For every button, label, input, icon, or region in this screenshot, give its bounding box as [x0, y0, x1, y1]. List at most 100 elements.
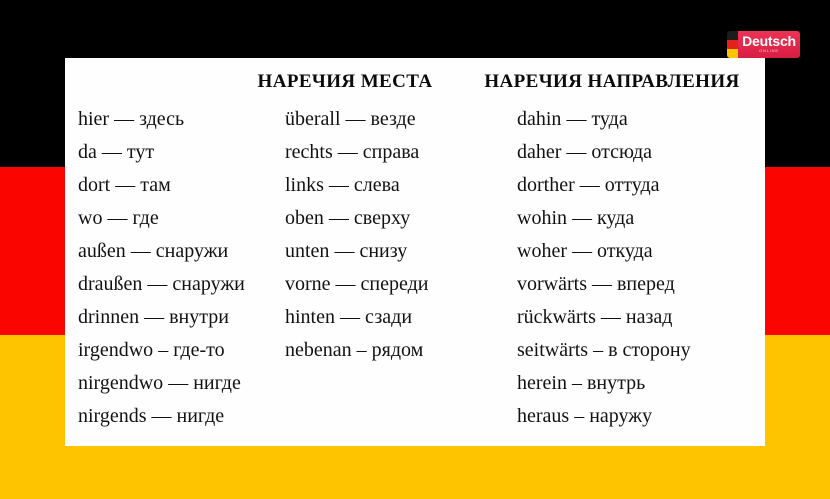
russian-translation: там: [140, 174, 171, 196]
direction-entry: seitwärts – в сторону: [517, 334, 691, 367]
german-word: vorwärts: [517, 273, 587, 295]
separator-dash: —: [574, 174, 605, 196]
russian-translation: внутрь: [586, 372, 646, 394]
place-left-entry: nirgends — нигде: [78, 400, 245, 433]
russian-translation: справа: [362, 141, 420, 163]
russian-translation: снаружи: [172, 273, 245, 295]
separator-dash: —: [567, 207, 597, 229]
russian-translation: отсюда: [591, 141, 652, 163]
separator-dash: —: [96, 141, 127, 163]
separator-dash: —: [561, 141, 592, 163]
german-word: woher: [517, 240, 567, 262]
russian-translation: рядом: [371, 339, 424, 361]
german-word: unten: [285, 240, 330, 262]
german-word: überall: [285, 108, 341, 130]
place-right-entry: rechts — справа: [285, 136, 429, 169]
german-word: herein: [517, 372, 567, 394]
direction-entry: daher — отсюда: [517, 136, 691, 169]
german-word: links: [285, 174, 324, 196]
place-right-entry: hinten — сзади: [285, 301, 429, 334]
german-word: drinnen: [78, 306, 140, 328]
separator-dash: –: [351, 339, 372, 361]
separator-dash: —: [329, 240, 360, 262]
place-right-entry: vorne — спереди: [285, 268, 429, 301]
russian-translation: снизу: [359, 240, 408, 262]
russian-translation: нигде: [176, 405, 225, 427]
russian-translation: где-то: [173, 339, 225, 361]
separator-dash: —: [586, 273, 617, 295]
russian-translation: нигде: [193, 372, 241, 394]
russian-translation: слева: [353, 174, 400, 196]
separator-dash: —: [566, 240, 597, 262]
russian-translation: везде: [370, 108, 416, 130]
german-word: daher: [517, 141, 562, 163]
russian-translation: внутри: [169, 306, 229, 328]
separator-dash: —: [340, 108, 371, 130]
place-left-entry: da — тут: [78, 136, 245, 169]
place-left-entry: hier — здесь: [78, 103, 245, 136]
german-word: nirgends: [78, 405, 147, 427]
german-word: vorne: [285, 273, 331, 295]
separator-dash: —: [139, 306, 170, 328]
russian-translation: снаружи: [155, 240, 229, 262]
russian-translation: где: [132, 207, 159, 229]
place-right-entry: oben — сверху: [285, 202, 429, 235]
column-place-left: hier — здесь da — тут dort — там wo — где au…: [78, 103, 245, 433]
german-word: draußen: [78, 273, 143, 295]
separator-dash: —: [146, 405, 177, 427]
direction-entry: dorther — оттуда: [517, 169, 691, 202]
content-card: НАРЕЧИЯ МЕСТА НАРЕЧИЯ НАПРАВЛЕНИЯ hier —…: [65, 58, 765, 446]
russian-translation: оттуда: [604, 174, 660, 196]
column-direction: dahin — туда daher — отсюда dorther — отту…: [517, 103, 691, 433]
place-right-entry: nebenan – рядом: [285, 334, 429, 367]
german-flag-icon: [727, 31, 738, 58]
russian-translation: сверху: [353, 207, 411, 229]
separator-dash: —: [102, 207, 133, 229]
separator-dash: —: [332, 141, 363, 163]
german-word: wohin: [517, 207, 567, 229]
separator-dash: —: [125, 240, 156, 262]
german-word: dahin: [517, 108, 562, 130]
german-word: hinten: [285, 306, 335, 328]
deutsch-online-logo: Deutsch ONLINE: [727, 31, 800, 58]
heading-adverbs-of-direction: НАРЕЧИЯ НАПРАВЛЕНИЯ: [484, 71, 740, 92]
russian-translation: туда: [591, 108, 628, 130]
separator-dash: —: [323, 207, 354, 229]
place-left-entry: dort — там: [78, 169, 245, 202]
separator-dash: –: [153, 339, 174, 361]
german-word: dort: [78, 174, 111, 196]
german-word: irgendwo: [78, 339, 154, 361]
german-word: seitwärts: [517, 339, 589, 361]
place-left-entry: außen — снаружи: [78, 235, 245, 268]
german-word: wo: [78, 207, 103, 229]
column-place-right: überall — везде rechts — справа links — сл…: [285, 103, 429, 367]
place-right-entry: unten — снизу: [285, 235, 429, 268]
heading-adverbs-of-place: НАРЕЧИЯ МЕСТА: [257, 71, 433, 92]
logo-wordmark: Deutsch: [742, 33, 796, 49]
direction-entry: wohin — куда: [517, 202, 691, 235]
russian-translation: тут: [126, 141, 155, 163]
german-word: nebenan: [285, 339, 352, 361]
separator-dash: —: [595, 306, 626, 328]
separator-dash: —: [330, 273, 361, 295]
german-word: rückwärts: [517, 306, 596, 328]
separator-dash: —: [561, 108, 592, 130]
place-right-entry: überall — везде: [285, 103, 429, 136]
russian-translation: куда: [597, 207, 635, 229]
separator-dash: –: [569, 405, 590, 427]
separator-dash: –: [566, 372, 587, 394]
russian-translation: здесь: [139, 108, 185, 130]
direction-entry: heraus – наружу: [517, 400, 691, 433]
direction-entry: herein – внутрь: [517, 367, 691, 400]
separator-dash: —: [110, 174, 141, 196]
russian-translation: назад: [625, 306, 673, 328]
russian-translation: спереди: [360, 273, 429, 295]
logo-subtitle: ONLINE: [759, 48, 779, 53]
german-word: heraus: [517, 405, 570, 427]
place-left-entry: draußen — снаружи: [78, 268, 245, 301]
german-word: hier: [78, 108, 110, 130]
german-word: dorther: [517, 174, 575, 196]
place-left-entry: irgendwo – где-то: [78, 334, 245, 367]
german-word: oben: [285, 207, 324, 229]
